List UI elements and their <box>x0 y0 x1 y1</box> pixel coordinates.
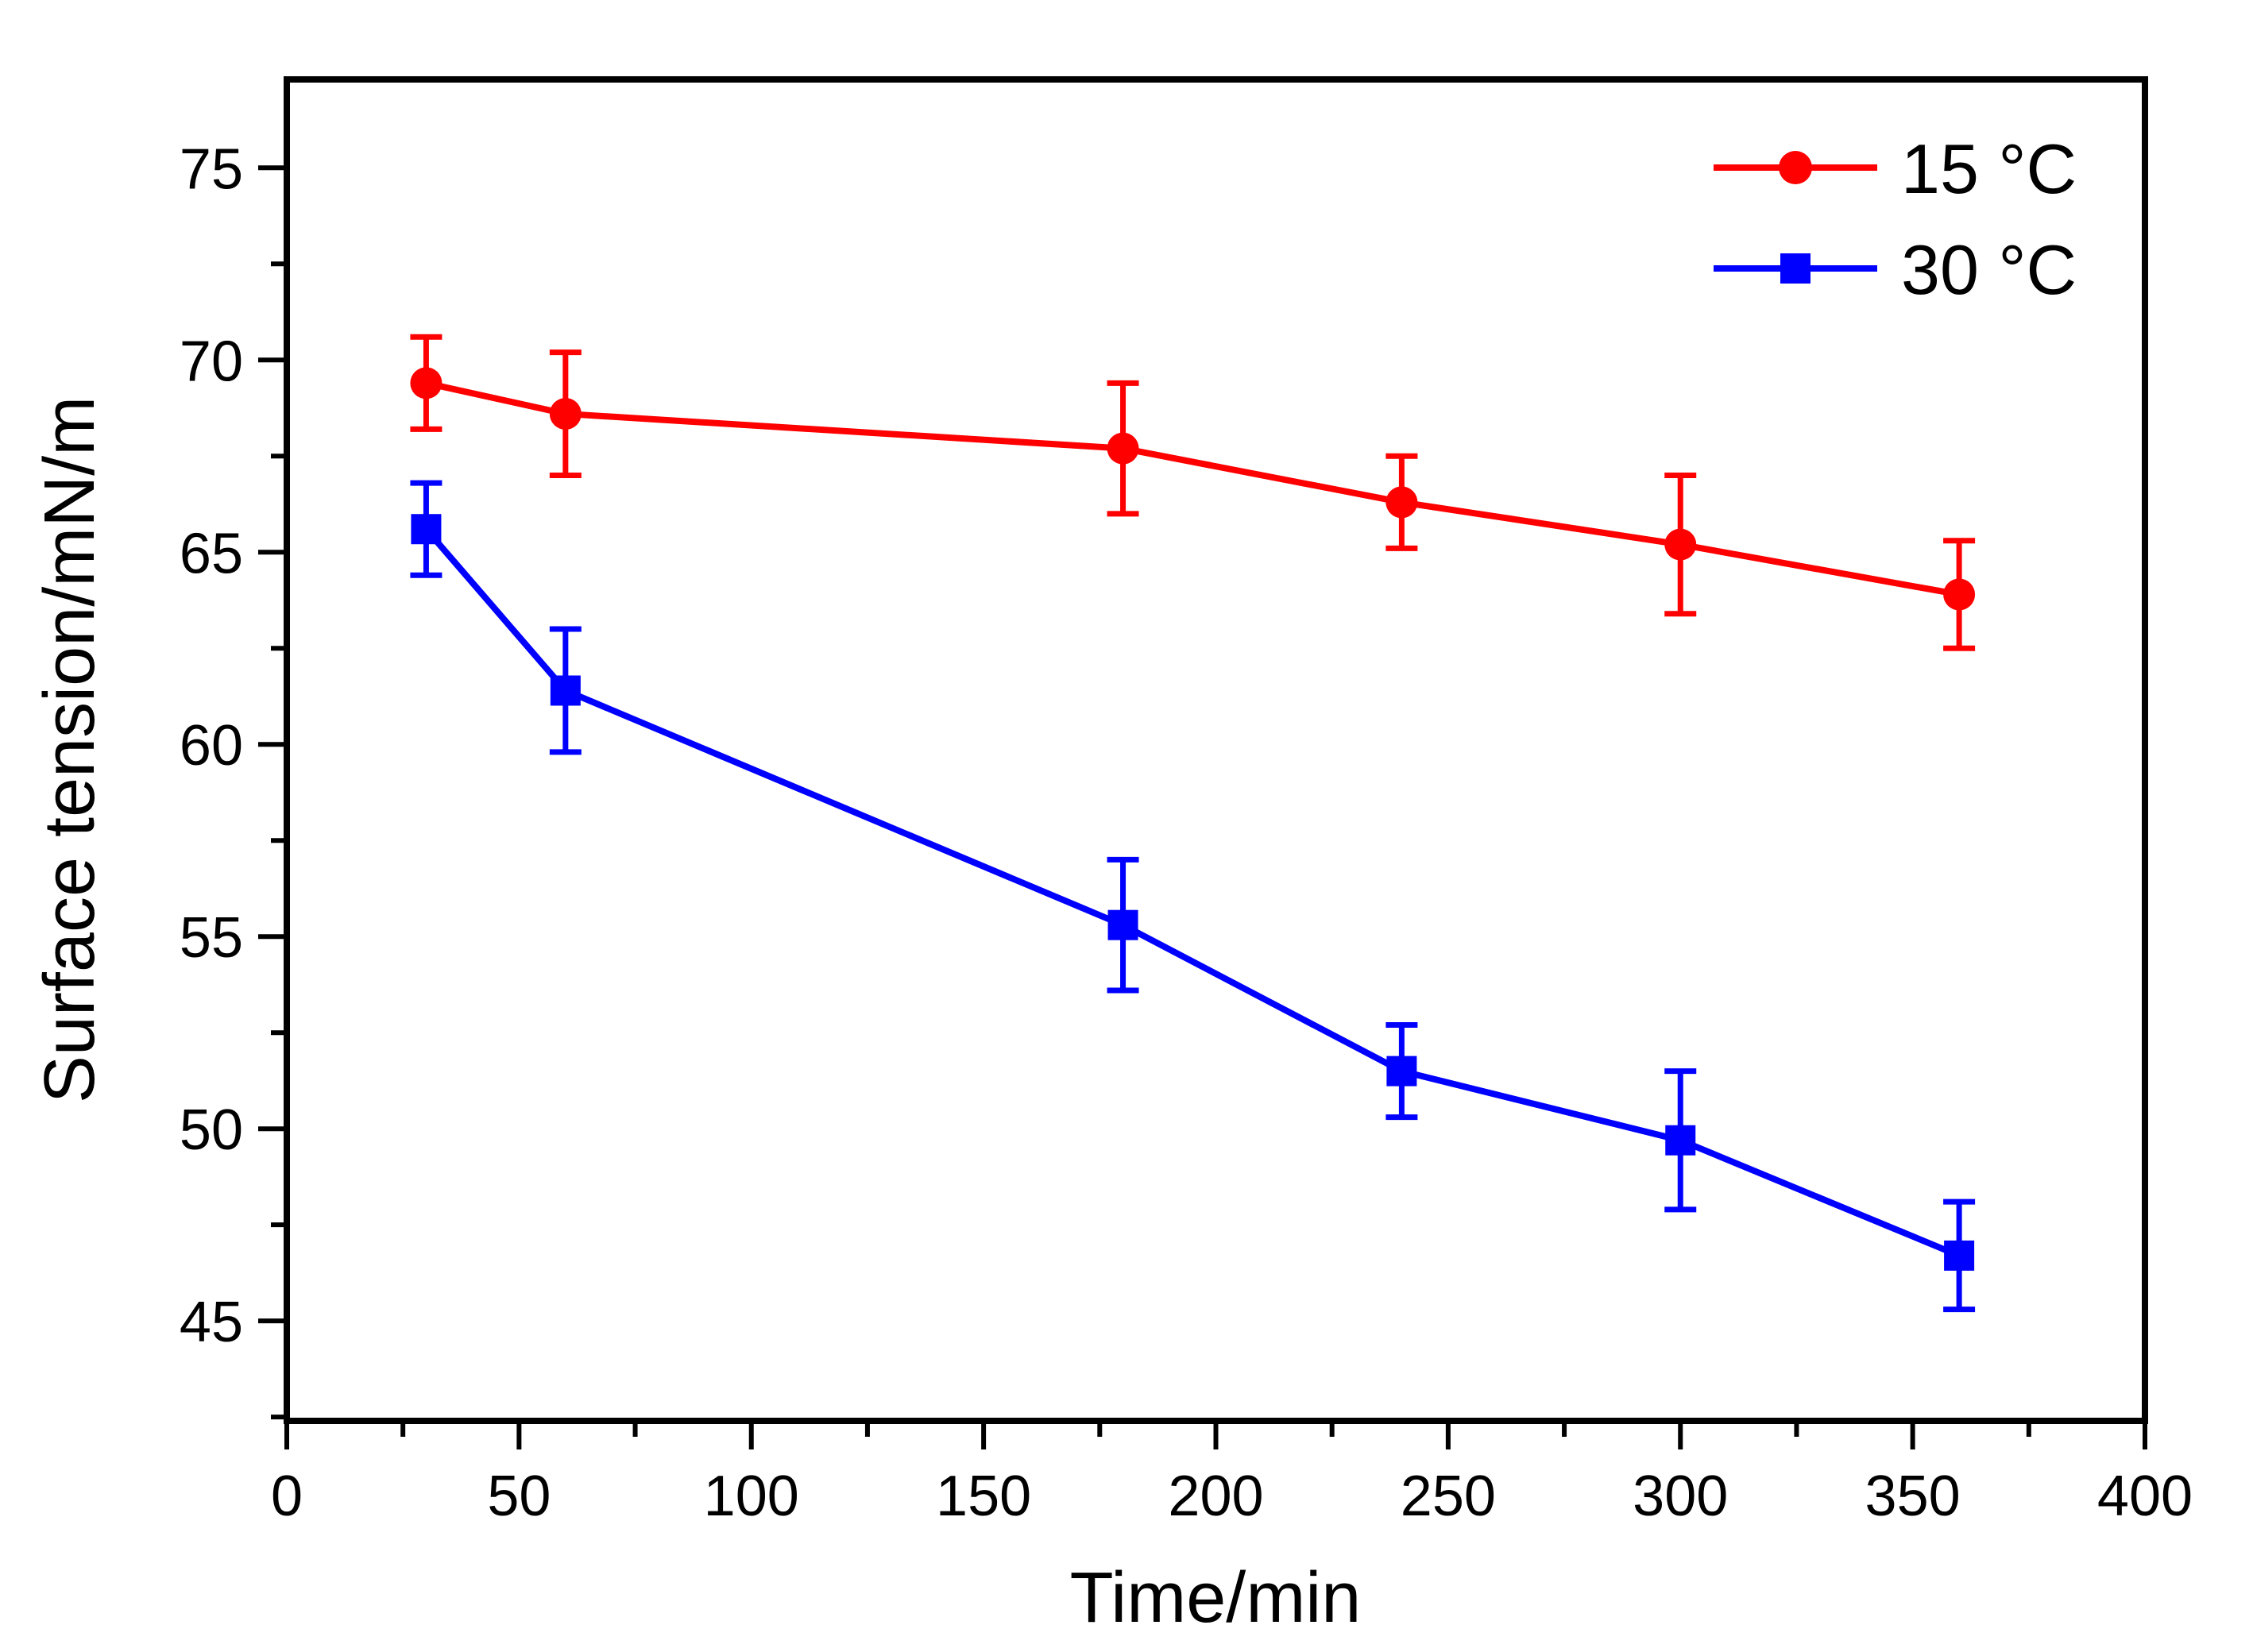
data-point-square-marker <box>1107 909 1138 940</box>
x-tick-label: 350 <box>1865 1465 1961 1528</box>
x-tick-label: 300 <box>1633 1465 1728 1528</box>
data-point-square-marker <box>550 675 581 706</box>
x-tick-label: 250 <box>1401 1465 1496 1528</box>
data-point-circle-marker <box>1943 578 1976 611</box>
x-tick-label: 200 <box>1168 1465 1263 1528</box>
chart-plot-area: 0 50 100 150 200 250 300 350 400 45 50 55 60 65 70 75 <box>180 76 2193 1528</box>
y-tick-label: 75 <box>180 137 243 201</box>
data-point-circle-marker <box>1107 432 1139 465</box>
x-axis-title: Time/min <box>1070 1558 1362 1638</box>
data-point-circle-marker <box>1385 486 1418 519</box>
data-point-square-marker <box>1665 1125 1696 1156</box>
legend <box>1714 151 1877 284</box>
x-tick-label: 0 <box>271 1465 303 1528</box>
x-axis: 0 50 100 150 200 250 300 350 400 <box>271 1421 2193 1528</box>
data-point-square-marker <box>1944 1240 1975 1271</box>
data-point-circle-marker <box>1664 528 1697 561</box>
legend-label-30c: 30 °C <box>1901 230 2077 309</box>
data-point-square-marker <box>411 514 442 545</box>
data-point-square-marker <box>1386 1056 1417 1087</box>
y-tick-label: 55 <box>180 906 243 970</box>
x-tick-label: 100 <box>704 1465 799 1528</box>
y-tick-label: 70 <box>180 330 243 393</box>
x-tick-label: 50 <box>487 1465 551 1528</box>
data-point-circle-marker <box>410 367 442 399</box>
x-tick-label: 400 <box>2097 1465 2193 1528</box>
legend-square-marker <box>1780 253 1811 284</box>
legend-circle-marker <box>1779 151 1812 184</box>
series-line <box>423 527 1961 1259</box>
y-axis-title: Surface tension/mN/m <box>30 396 110 1103</box>
y-tick-label: 50 <box>180 1098 243 1162</box>
y-tick-label: 45 <box>180 1291 243 1354</box>
y-tick-label: 60 <box>180 714 243 778</box>
data-point-circle-marker <box>549 398 582 430</box>
x-tick-label: 150 <box>936 1465 1031 1528</box>
legend-label-15c: 15 °C <box>1901 129 2077 208</box>
y-tick-label: 65 <box>180 522 243 585</box>
series-30c <box>410 480 1976 1313</box>
series-15c <box>410 334 1976 651</box>
y-axis: 45 50 55 60 65 70 75 <box>180 137 287 1420</box>
series-line <box>425 380 1960 598</box>
